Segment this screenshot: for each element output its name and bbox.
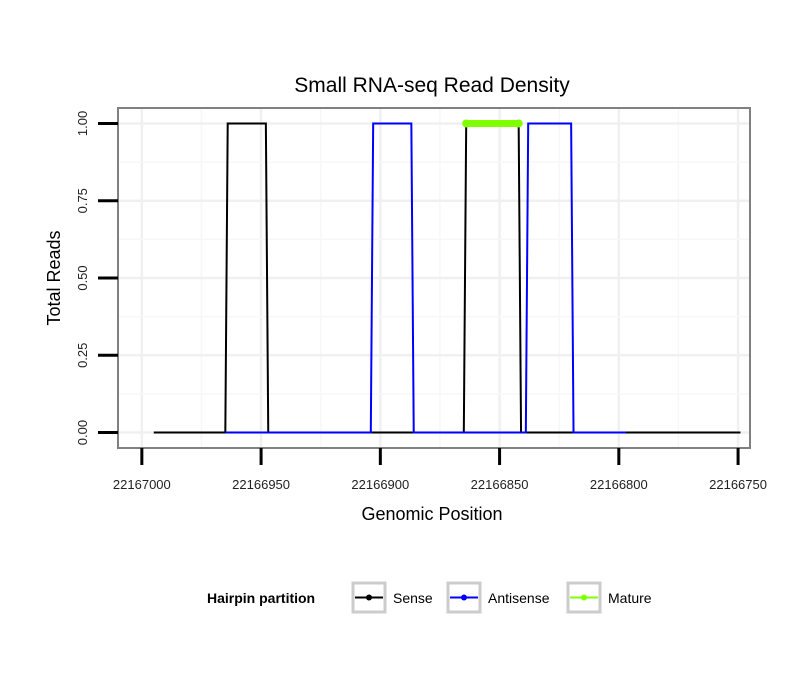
series-point-mature xyxy=(514,119,523,128)
series-line-antisense xyxy=(225,122,626,434)
legend-item-antisense: Antisense xyxy=(446,581,550,614)
y-tick-label: 1.00 xyxy=(75,111,90,136)
x-tick-label: 22166750 xyxy=(709,477,767,492)
series-point-mature xyxy=(462,119,471,128)
y-axis-title: Total Reads xyxy=(44,230,64,325)
legend-label-antisense: Antisense xyxy=(488,590,550,606)
legend-label-sense: Sense xyxy=(393,590,433,606)
legend-key-point xyxy=(366,594,372,601)
plot-panel xyxy=(117,107,751,449)
y-tick-label: 0.00 xyxy=(75,420,90,445)
x-tick-label: 22166950 xyxy=(232,477,290,492)
legend-label-mature: Mature xyxy=(608,590,652,606)
x-tick-label: 22166900 xyxy=(351,477,409,492)
legend-title: Hairpin partition xyxy=(207,590,315,606)
x-axis-title: Genomic Position xyxy=(361,504,502,524)
x-tick-label: 22166850 xyxy=(471,477,529,492)
gridlines xyxy=(118,108,750,448)
legend: Hairpin partition Sense Antisense Mature xyxy=(207,581,652,614)
y-tick-label: 0.50 xyxy=(75,265,90,290)
y-tick-label: 0.75 xyxy=(75,188,90,213)
y-axis: 0.00 0.25 0.50 0.75 1.00 xyxy=(75,111,118,445)
x-tick-label: 22166800 xyxy=(590,477,648,492)
x-tick-label: 22167000 xyxy=(113,477,171,492)
series-lines xyxy=(153,119,741,434)
legend-key-point xyxy=(581,594,587,601)
legend-item-mature: Mature xyxy=(566,581,652,614)
legend-items: Sense Antisense Mature xyxy=(351,581,652,614)
y-tick-label: 0.25 xyxy=(75,343,90,368)
legend-item-sense: Sense xyxy=(351,581,433,614)
legend-key-point xyxy=(461,594,467,601)
x-axis: 22167000 22166950 22166900 22166850 22166800… xyxy=(113,448,767,492)
chart-title: Small RNA-seq Read Density xyxy=(294,74,570,97)
